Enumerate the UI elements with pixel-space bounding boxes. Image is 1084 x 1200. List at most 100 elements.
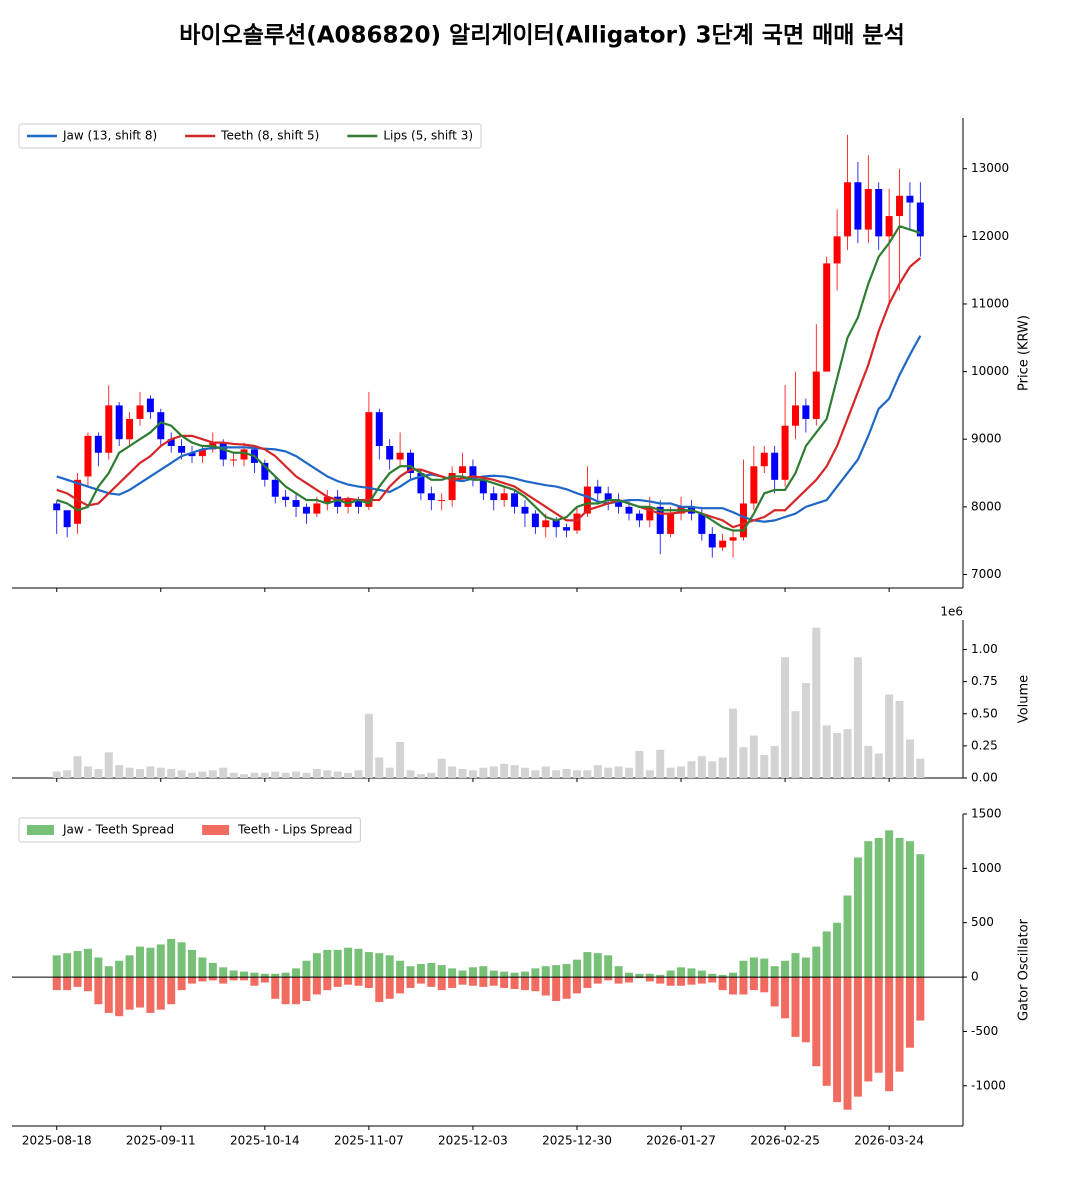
volume-bar [104,752,113,778]
candle-body [219,442,227,460]
volume-bar [729,708,738,778]
volume-bar [94,769,103,778]
gator-bar [448,968,457,978]
x-tick-label: 2026-02-25 [750,1134,820,1148]
gator-bar [781,960,790,978]
gator-bar [312,977,321,995]
volume-bar [354,770,363,778]
y-tick-label: 1.00 [971,642,998,656]
candle-body [635,513,643,521]
gator-bar [520,977,529,991]
gator-bar [739,960,748,978]
volume-bar [895,700,904,778]
candle-body [750,466,758,504]
gator-bar [510,977,519,990]
volume-bar [416,774,425,778]
candle-body [854,182,862,230]
gator-bar [791,953,800,978]
gator-bar [812,946,821,978]
legend-label: Teeth (8, shift 5) [220,129,319,143]
gator-bar [718,977,727,991]
gator-bar [385,955,394,978]
gator-bar [188,977,197,984]
candle-body [667,513,675,534]
gator-bar [250,977,259,986]
y-axis-label: Gator Oscillator [1017,918,1032,1021]
volume-bar [739,747,748,778]
volume-bar [479,767,488,778]
gator-bar [156,944,165,978]
gator-bar [354,977,363,986]
gator-bar [791,977,800,1037]
gator-bar [822,977,831,1086]
gator-bar [801,957,810,978]
candle-body [771,452,779,480]
gator-bar [219,977,228,984]
gator-bar [718,974,727,978]
gator-bar [468,977,477,986]
candle-body [511,493,519,507]
volume-bar [541,766,550,778]
gator-bar [177,977,186,991]
volume-bar [468,770,477,778]
gator-bar [312,953,321,978]
volume-bar [312,769,321,778]
candle-body [739,503,747,538]
gator-bar [63,977,72,991]
gator-bar [135,946,144,978]
gator-bar [562,964,571,978]
gator-bar [146,977,155,1013]
y-tick-label: 500 [971,915,994,929]
gator-bar [614,977,623,984]
alligator-line [56,257,922,529]
candle-body [896,195,904,217]
y-tick-label: -500 [971,1024,998,1038]
candle-body [230,459,238,461]
volume-bar [260,772,269,778]
volume-bar [749,735,758,778]
volume-bar [583,770,592,778]
y-tick-label: 0.75 [971,674,998,688]
gator-bar [198,977,207,982]
gator-bar [427,977,436,987]
gator-bar [448,977,457,988]
gator-bar [510,972,519,978]
gator-bar [812,977,821,1067]
volume-bar [125,767,134,778]
volume-bar [625,767,634,778]
gator-bar [572,977,581,994]
y-tick-label: 0.00 [971,771,998,785]
y-tick-label: 1000 [971,861,1002,875]
gator-bar [208,977,217,981]
candle-body [791,405,799,426]
candle-body [115,405,123,440]
gator-bar [156,977,165,1010]
alligator-line [56,224,921,532]
candle-body [823,263,831,372]
candle-body [563,527,571,531]
gator-bar [104,966,113,978]
candle-body [396,452,404,460]
volume-bar [240,774,249,778]
candle-body [698,513,706,534]
gator-bar [260,977,269,983]
y-axis-label: Price (KRW) [1017,315,1032,391]
legend-box [18,817,361,843]
gator-bar [458,977,467,985]
gator-bar [541,966,550,978]
gator-bar [583,952,592,978]
gator-bar [770,977,779,1007]
gator-bar [52,955,61,978]
candle-body [427,493,435,501]
gator-bar [749,977,758,991]
volume-bar [458,769,467,778]
candle-body [271,479,279,497]
candle-body [105,405,113,453]
gator-bar [635,977,644,979]
candle-body [365,412,373,507]
volume-bar [177,770,186,778]
gator-bar [302,977,311,1001]
volume-bar [156,767,165,778]
gator-bar [604,955,613,978]
gator-bar [593,977,602,984]
